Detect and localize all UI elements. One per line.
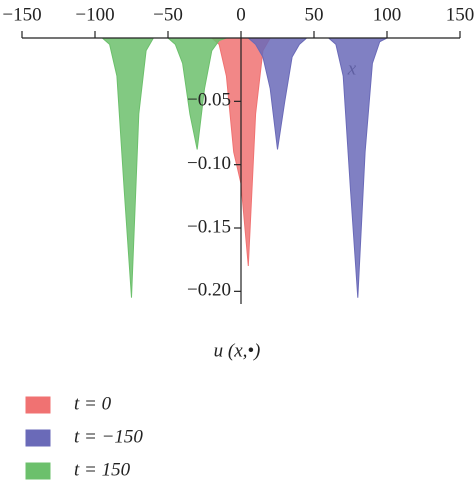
y-tick-label: −0.20 [187,280,231,301]
x-tick-label: 100 [373,4,402,25]
legend-label: t = 0 [74,393,112,414]
legend-label: t = 150 [74,459,131,480]
x-tick-label: −50 [153,4,183,25]
x-tick-label: −150 [2,4,41,25]
y-axis-label: u (x,•) [214,340,261,361]
x-tick-label: 0 [236,4,246,25]
x-tick-label: 150 [446,4,474,25]
y-tick-label: −0.15 [187,216,231,237]
area [246,37,388,298]
x-tick-label: −100 [75,4,114,25]
y-tick-label: −0.05 [187,90,231,111]
y-tick-label: −0.10 [187,153,231,174]
legend-label: t = −150 [74,426,143,447]
legend-swatch [25,429,51,447]
legend-swatch [25,396,51,414]
legend-swatch [25,462,51,480]
x-tick-label: 50 [305,4,324,25]
